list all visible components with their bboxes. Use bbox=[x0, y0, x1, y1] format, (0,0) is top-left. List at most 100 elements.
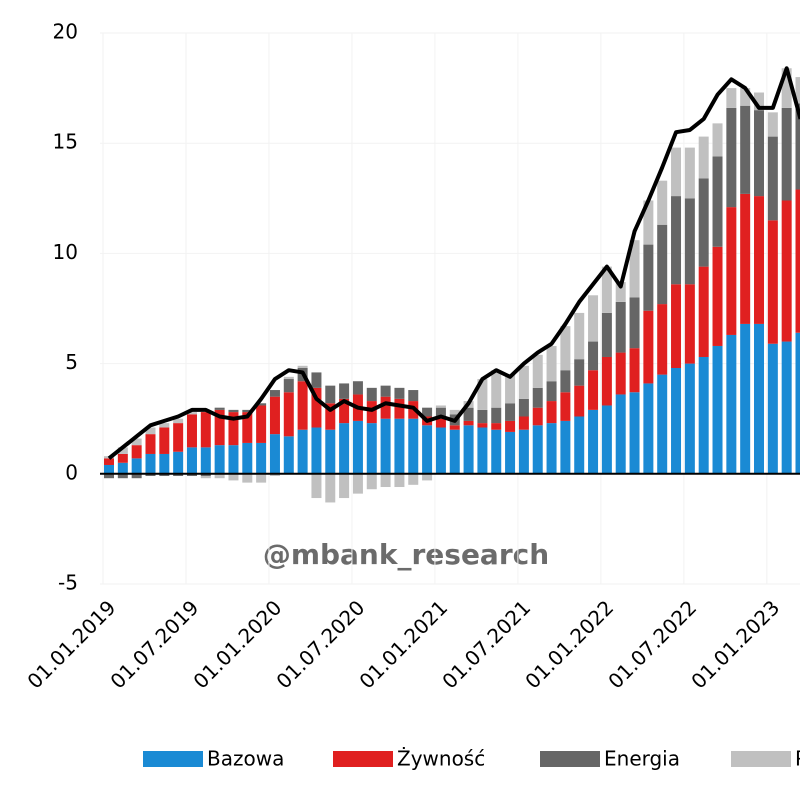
bar-segment bbox=[352, 473, 363, 494]
bar-segment bbox=[767, 136, 778, 221]
bar-segment bbox=[463, 425, 474, 474]
bar-segment bbox=[767, 112, 778, 137]
bar-segment bbox=[200, 447, 211, 474]
bar-segment bbox=[560, 392, 571, 421]
bar-segment bbox=[242, 409, 253, 413]
bar-segment bbox=[325, 385, 336, 404]
bar-segment bbox=[269, 434, 280, 474]
bar-segment bbox=[145, 453, 156, 474]
bar-segment bbox=[200, 473, 211, 477]
bar-segment bbox=[463, 407, 474, 421]
bar-segment bbox=[615, 282, 626, 302]
bar-segment bbox=[131, 438, 142, 446]
bar-segment bbox=[574, 312, 585, 360]
bar-segment bbox=[325, 403, 336, 430]
bar-segment bbox=[698, 136, 709, 179]
bar-segment bbox=[767, 220, 778, 344]
bar-segment bbox=[366, 423, 377, 474]
bar-segment bbox=[104, 458, 114, 465]
bar-segment bbox=[643, 244, 654, 311]
legend-label: Bazowa bbox=[207, 747, 284, 771]
bar-segment bbox=[560, 326, 571, 371]
bar-segment bbox=[325, 473, 336, 503]
x-tick-label: 01.07.2022 bbox=[603, 595, 701, 693]
y-tick-label: 20 bbox=[53, 20, 78, 44]
bar-segment bbox=[546, 345, 557, 382]
bar-segment bbox=[297, 365, 308, 369]
bar-segment bbox=[449, 425, 460, 430]
bar-segment bbox=[173, 423, 184, 452]
bar-segment bbox=[186, 414, 197, 448]
bar-segment bbox=[740, 88, 751, 106]
bar-segment bbox=[588, 409, 599, 474]
bar-segment bbox=[186, 412, 197, 415]
bar-segment bbox=[629, 348, 640, 393]
bar-segment bbox=[283, 379, 294, 393]
bar-segment bbox=[643, 383, 654, 474]
bar-segment bbox=[366, 387, 377, 402]
bar-segment bbox=[352, 381, 363, 395]
bar-segment bbox=[394, 418, 405, 474]
bar-segment bbox=[671, 147, 682, 197]
bar-segment bbox=[228, 473, 239, 481]
bar-segment bbox=[740, 193, 751, 324]
x-tick-label: 01.01.2021 bbox=[354, 595, 452, 693]
bar-segment bbox=[117, 447, 128, 454]
bar-segment bbox=[615, 352, 626, 395]
bar-segment bbox=[657, 304, 668, 375]
bar-segment bbox=[712, 123, 723, 157]
bar-segment bbox=[435, 427, 446, 474]
bar-segment bbox=[339, 383, 350, 399]
bar-segment bbox=[574, 416, 585, 474]
x-tick-label: 01.07.2021 bbox=[437, 595, 535, 693]
bar-segment bbox=[532, 407, 543, 426]
bar-segment bbox=[366, 401, 377, 424]
cpi-line bbox=[107, 66, 800, 460]
bar-segment bbox=[546, 381, 557, 402]
bar-segment bbox=[311, 473, 322, 499]
bar-segment bbox=[643, 310, 654, 384]
bar-segment bbox=[159, 453, 170, 474]
bar-segment bbox=[214, 409, 225, 446]
bar-segment bbox=[477, 427, 488, 474]
x-tick-label: 01.07.2020 bbox=[271, 595, 369, 693]
bar-segment bbox=[214, 445, 225, 474]
bar-segment bbox=[297, 429, 308, 474]
bar-segment bbox=[200, 476, 211, 479]
bar-segment bbox=[477, 409, 488, 424]
bar-segment bbox=[657, 224, 668, 305]
bar-segment bbox=[131, 458, 142, 474]
bar-segment bbox=[145, 473, 156, 477]
bar-segment bbox=[518, 398, 529, 417]
bar-segment bbox=[657, 180, 668, 225]
bar-segment bbox=[422, 425, 433, 474]
bar-segment bbox=[491, 429, 502, 474]
bar-segment bbox=[477, 379, 488, 410]
bar-segment bbox=[173, 418, 184, 424]
bar-segment bbox=[505, 374, 516, 404]
bar-segment bbox=[311, 427, 322, 474]
bar-segment bbox=[491, 407, 502, 424]
bar-segment bbox=[754, 110, 765, 197]
bar-segment bbox=[671, 284, 682, 369]
bar-segment bbox=[214, 407, 225, 410]
bar-segment bbox=[366, 473, 377, 490]
bar-segment bbox=[339, 423, 350, 474]
bar-segment bbox=[532, 387, 543, 408]
bar-segment bbox=[435, 418, 446, 428]
y-tick-label: -5 bbox=[58, 571, 78, 595]
bar-segment bbox=[311, 387, 322, 428]
bar-segment bbox=[795, 103, 800, 190]
bar-segment bbox=[145, 427, 156, 435]
bar-segment bbox=[505, 431, 516, 474]
bar-segment bbox=[200, 412, 211, 448]
bar-segment bbox=[283, 392, 294, 437]
bar-segment bbox=[505, 403, 516, 421]
bar-segment bbox=[560, 420, 571, 474]
bar-segment bbox=[435, 407, 446, 419]
bar-segment bbox=[546, 423, 557, 474]
bar-segment bbox=[671, 368, 682, 474]
bar-segment bbox=[684, 198, 695, 285]
bar-segment bbox=[228, 412, 239, 446]
